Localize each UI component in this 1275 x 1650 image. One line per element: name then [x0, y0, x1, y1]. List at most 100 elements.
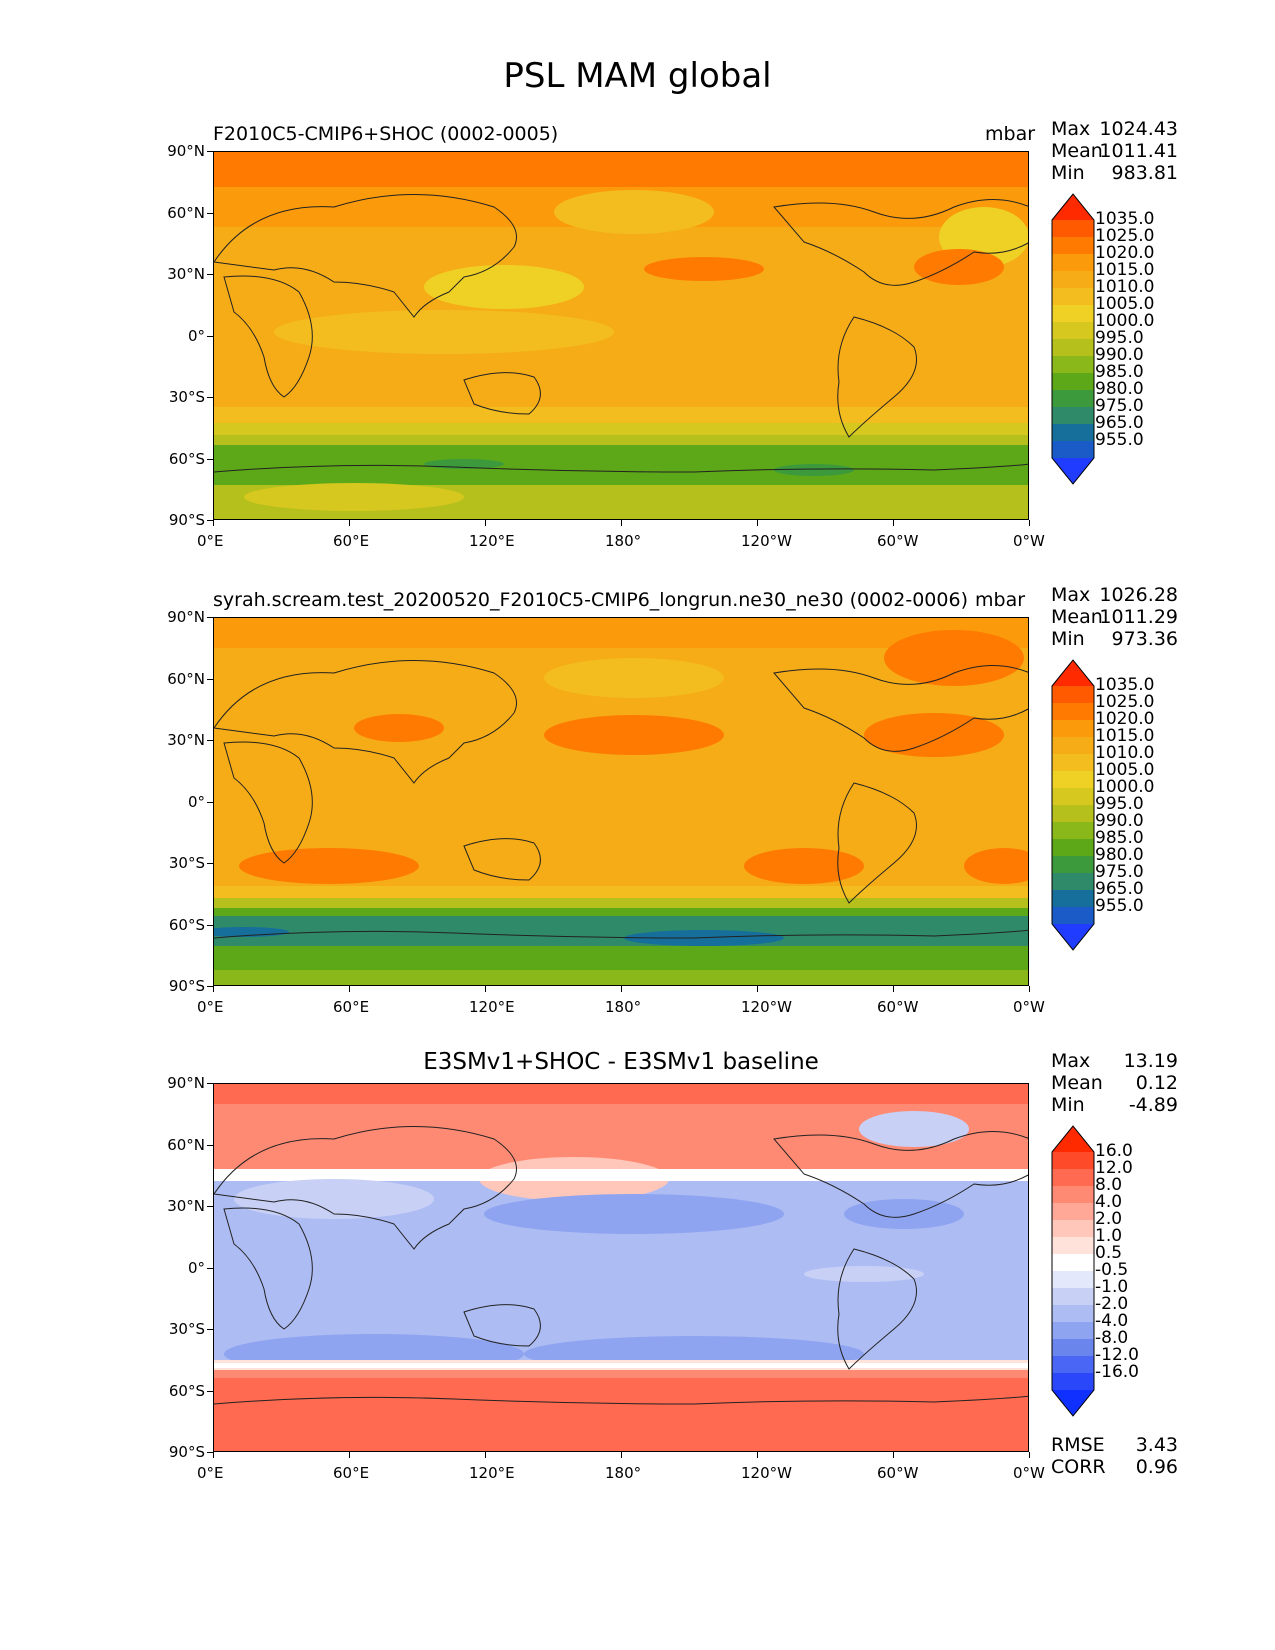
- lon-tick-mark: [757, 520, 758, 526]
- lon-tick-mark: [485, 986, 486, 992]
- stat-mean-label: Mean: [1051, 1072, 1103, 1094]
- colorbar-extend-min: [1052, 1390, 1094, 1416]
- colorbar-segment: [1052, 339, 1094, 357]
- lat-tick-mark: [207, 986, 213, 987]
- colorbar-segment: [1052, 390, 1094, 408]
- panel-1-map[interactable]: [213, 151, 1029, 520]
- colorbar-segment: [1052, 288, 1094, 306]
- colorbar-tick-label: 1025.0: [1095, 226, 1155, 246]
- colorbar-tick-label: 12.0: [1095, 1158, 1133, 1178]
- lon-tick-mark: [893, 520, 894, 526]
- lon-tick-label: 0°W: [1013, 532, 1045, 550]
- panel-2-map[interactable]: [213, 617, 1029, 986]
- lat-tick-mark: [207, 274, 213, 275]
- corr-value: 0.96: [1135, 1456, 1178, 1478]
- indian-ocean-high: [239, 848, 419, 884]
- lon-tick-label: 0°E: [197, 998, 224, 1016]
- lon-tick-label: 0°W: [1013, 998, 1045, 1016]
- lat-tick-mark: [207, 1452, 213, 1453]
- lat-tick-mark: [207, 151, 213, 152]
- colorbar-tick-label: 975.0: [1095, 862, 1144, 882]
- lon-tick-mark: [213, 520, 214, 526]
- stat-min-value: 983.81: [1111, 162, 1178, 184]
- lat-tick-label: 30°N: [167, 731, 205, 749]
- north-pacific-low: [544, 658, 724, 698]
- figure-title: PSL MAM global: [503, 56, 772, 96]
- lon-tick-mark: [349, 1452, 350, 1458]
- lat-tick-mark: [207, 801, 213, 803]
- colorbar-segment: [1052, 1152, 1094, 1170]
- equatorial-weak: [804, 1266, 924, 1282]
- band-975: [214, 916, 1028, 946]
- lon-tick-mark: [349, 986, 350, 992]
- colorbar-segment: [1052, 703, 1094, 721]
- panel-1-map-plot: [214, 152, 1028, 519]
- colorbar-tick-label: -16.0: [1095, 1362, 1139, 1382]
- south-atlantic-high: [964, 848, 1028, 884]
- lat-tick-label: 0°: [187, 1258, 205, 1277]
- lat-tick-label: 30°S: [168, 854, 205, 872]
- greenland-negative: [859, 1111, 969, 1147]
- colorbar-tick-label: 980.0: [1095, 845, 1144, 865]
- asia-low: [424, 265, 584, 309]
- colorbar-tick-label: -2.0: [1095, 1294, 1129, 1314]
- rmse-value: 3.43: [1135, 1434, 1178, 1456]
- lon-tick-label: 120°W: [741, 998, 792, 1016]
- azores-high: [914, 249, 1004, 285]
- rmse-label: RMSE: [1051, 1434, 1105, 1456]
- lon-tick-label: 60°W: [877, 1464, 919, 1482]
- lon-tick-mark: [621, 520, 622, 526]
- colorbar-segment: [1052, 220, 1094, 238]
- colorbar-segment: [1052, 356, 1094, 374]
- colorbar-segment: [1052, 407, 1094, 425]
- panel-3-title: E3SMv1+SHOC - E3SMv1 baseline: [423, 1049, 819, 1075]
- lat-tick-label: 60°N: [167, 203, 205, 222]
- lon-tick-label: 180°: [605, 1464, 642, 1482]
- colorbar-tick-label: 1005.0: [1095, 760, 1155, 780]
- colorbar-tick-label: 955.0: [1095, 896, 1144, 916]
- colorbar-tick-label: 2.0: [1095, 1209, 1123, 1229]
- lat-tick-mark: [207, 863, 213, 864]
- colorbar-tick-label: -0.5: [1095, 1260, 1129, 1280]
- north-pacific-low: [554, 190, 714, 234]
- coastline-outlines: [214, 1126, 1028, 1405]
- zero-line-south: [214, 1363, 1028, 1368]
- colorbar-tick-label: 965.0: [1095, 413, 1144, 433]
- colorbar-segment: [1052, 1271, 1094, 1289]
- colorbar-tick-label: 1025.0: [1095, 692, 1155, 712]
- arctic-high-band: [214, 152, 1028, 187]
- panel-3-map[interactable]: [213, 1083, 1029, 1452]
- colorbar-segment: [1052, 771, 1094, 789]
- stat-min-label: Min: [1051, 162, 1085, 184]
- lat-tick-mark: [207, 1083, 213, 1084]
- colorbar-tick-label: 955.0: [1095, 430, 1144, 450]
- colorbar-tick-label: 1.0: [1095, 1226, 1123, 1246]
- band-985: [214, 445, 1028, 485]
- colorbar-tick-label: -4.0: [1095, 1311, 1129, 1331]
- zero-band-north: [214, 1169, 1028, 1181]
- colorbar-tick-label: 985.0: [1095, 828, 1144, 848]
- colorbar-segment: [1052, 1254, 1094, 1272]
- stat-max-value: 1026.28: [1099, 584, 1178, 606]
- panel-1-title: F2010C5-CMIP6+SHOC (0002-0005): [213, 123, 559, 145]
- colorbar-segment: [1052, 805, 1094, 823]
- greenland-high: [884, 630, 1024, 686]
- lat-tick-label: 90°N: [167, 142, 205, 160]
- panel-2-colorbar: [1051, 659, 1095, 951]
- eurasia-negative: [234, 1179, 434, 1219]
- stat-mean-value: 1011.41: [1099, 140, 1178, 162]
- panel-2-title: syrah.scream.test_20200520_F2010C5-CMIP6…: [213, 589, 968, 611]
- colorbar-tick-label: 0.5: [1095, 1243, 1123, 1263]
- stat-mean-label: Mean: [1051, 606, 1103, 628]
- colorbar-segment: [1052, 1339, 1094, 1357]
- lon-tick-label: 0°E: [197, 532, 224, 550]
- lon-tick-label: 120°E: [469, 532, 515, 550]
- colorbar-outline: [1051, 193, 1095, 485]
- stat-mean-value: 1011.29: [1099, 606, 1178, 628]
- colorbar-segment: [1052, 1169, 1094, 1187]
- colorbar-segment: [1052, 720, 1094, 738]
- lon-tick-mark: [757, 986, 758, 992]
- colorbar-tick-label: 1000.0: [1095, 311, 1155, 331]
- lat-tick-mark: [207, 1390, 213, 1392]
- lat-tick-mark: [207, 458, 213, 460]
